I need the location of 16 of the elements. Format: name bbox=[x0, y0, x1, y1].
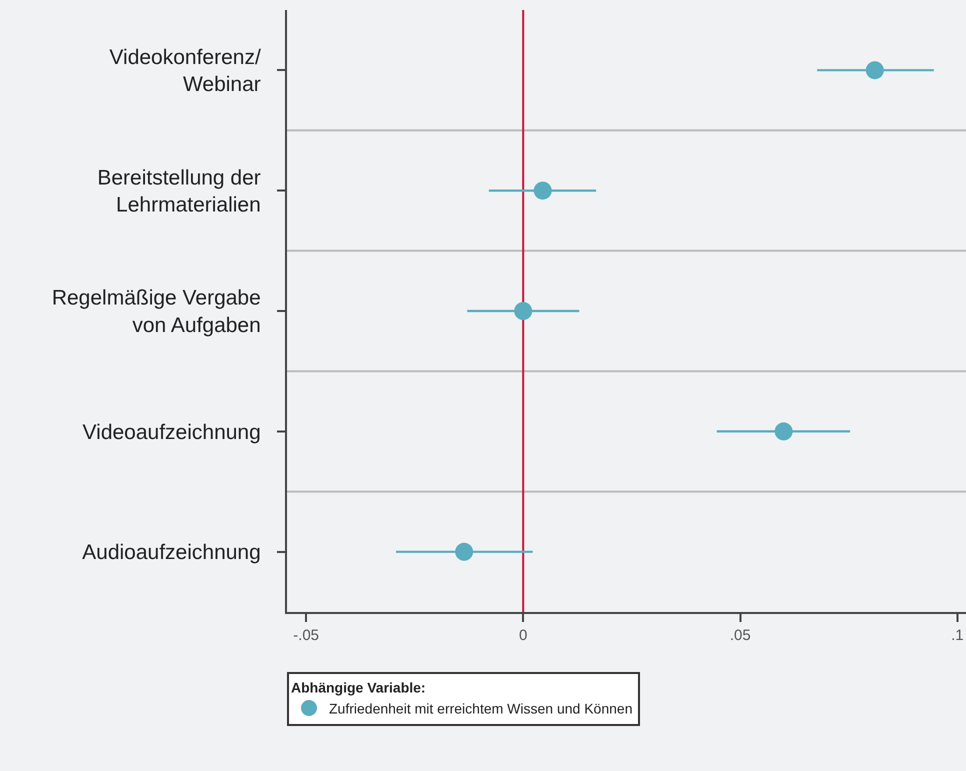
x-tick-label: .1 bbox=[951, 627, 964, 644]
point bbox=[514, 302, 532, 320]
y-tick-label: Bereitstellung der Lehrmaterialien bbox=[97, 166, 261, 217]
point bbox=[455, 542, 474, 561]
y-tick-label: Audioaufzeichnung bbox=[82, 541, 261, 564]
x-tick-label: -.05 bbox=[293, 627, 320, 644]
x-tick-label: .05 bbox=[730, 627, 751, 644]
legend-label: Zufriedenheit mit erreichtem Wissen und Können bbox=[329, 700, 632, 716]
y-tick-label: Videokonferenz/ Webinar bbox=[109, 46, 261, 96]
point bbox=[534, 182, 552, 200]
point bbox=[774, 422, 793, 440]
x-tick-label: 0 bbox=[519, 627, 528, 644]
y-tick-label: Videoaufzeichnung bbox=[82, 420, 261, 444]
y-tick-label: Regelmäßige Vergabe von Aufgaben bbox=[52, 286, 261, 337]
legend-title: Abhängige Variable: bbox=[291, 679, 426, 696]
point bbox=[866, 61, 884, 80]
